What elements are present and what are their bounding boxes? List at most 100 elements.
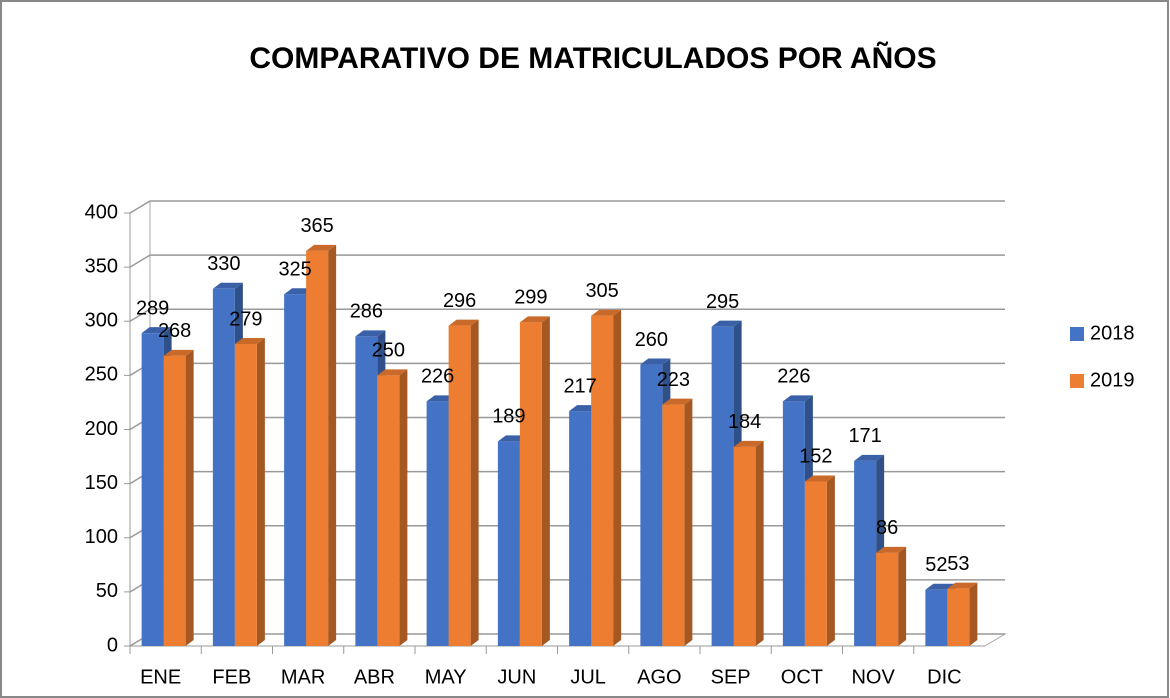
- data-label: 226: [421, 366, 454, 388]
- legend-swatch: [1070, 327, 1084, 341]
- grid-line: [129, 200, 1005, 214]
- bar-side: [541, 316, 550, 646]
- data-label: 226: [777, 366, 810, 388]
- grid-line: [129, 254, 1005, 268]
- bar-top: [141, 327, 172, 334]
- x-tick-label: JUL: [570, 666, 606, 688]
- y-tick-label: 150: [85, 472, 118, 494]
- data-label: 223: [657, 369, 690, 391]
- data-label: 286: [350, 301, 383, 323]
- bar-top: [234, 337, 265, 344]
- data-label: 152: [799, 446, 832, 468]
- y-tick-label: 250: [85, 364, 118, 386]
- bar: [733, 446, 756, 646]
- bar: [212, 288, 235, 646]
- bar: [448, 325, 471, 646]
- bar-side: [185, 349, 194, 646]
- bar-top: [711, 320, 742, 327]
- x-tick-label: NOV: [851, 666, 895, 688]
- bar-top: [854, 454, 885, 461]
- bar-top: [163, 349, 194, 356]
- bar-top: [377, 369, 408, 376]
- x-tick-label: ABR: [354, 666, 395, 688]
- x-tick-label: JUN: [497, 666, 536, 688]
- bar-top: [212, 282, 243, 289]
- data-label: 268: [158, 320, 191, 342]
- bar: [591, 315, 614, 646]
- legend-label: 2018: [1090, 322, 1135, 344]
- data-label: 365: [300, 215, 333, 237]
- data-label: 171: [848, 425, 881, 447]
- y-tick-label: 400: [85, 201, 118, 223]
- grid-line: [129, 308, 1005, 322]
- bar-side: [328, 244, 337, 646]
- bar: [234, 343, 257, 646]
- bar-top: [733, 440, 764, 447]
- bar-top: [925, 583, 956, 590]
- x-tick-label: AGO: [637, 666, 681, 688]
- bar: [377, 375, 400, 646]
- data-label: 250: [372, 340, 405, 362]
- data-label: 279: [229, 308, 262, 330]
- bar-top: [947, 582, 978, 589]
- bar: [569, 411, 592, 646]
- data-label: 296: [443, 290, 476, 312]
- y-tick-label: 50: [96, 580, 118, 602]
- x-tick-label: SEP: [711, 666, 751, 688]
- y-tick-label: 350: [85, 255, 118, 277]
- bar: [876, 552, 899, 646]
- bar: [925, 589, 948, 646]
- bar-side: [969, 582, 978, 646]
- bar-top: [591, 309, 622, 316]
- x-tick-label: MAY: [425, 666, 467, 688]
- data-label: 52: [925, 554, 947, 576]
- bar: [355, 336, 378, 646]
- bar: [662, 404, 685, 646]
- x-tick-label: DIC: [927, 666, 961, 688]
- data-label: 184: [728, 411, 761, 433]
- x-tick-label: MAR: [281, 666, 325, 688]
- bar-side: [613, 309, 622, 646]
- bar: [163, 355, 186, 646]
- bar-side: [399, 369, 408, 646]
- data-label: 86: [876, 517, 898, 539]
- bar-top: [448, 319, 479, 326]
- legend-swatch: [1070, 374, 1084, 388]
- bar-top: [782, 395, 813, 402]
- bar-top: [640, 358, 671, 365]
- data-label: 217: [563, 375, 596, 397]
- bar-top: [662, 398, 693, 405]
- bar: [782, 401, 805, 646]
- bar-top: [804, 475, 835, 482]
- bar-side: [826, 475, 835, 646]
- x-tick-label: ENE: [140, 666, 181, 688]
- bar: [854, 460, 877, 646]
- data-label: 289: [136, 297, 169, 319]
- bar: [497, 441, 520, 646]
- data-label: 295: [706, 291, 739, 313]
- x-tick-label: OCT: [781, 666, 823, 688]
- bar-side: [684, 398, 693, 646]
- bar: [141, 333, 164, 646]
- bar: [804, 481, 827, 646]
- data-label: 299: [514, 287, 547, 309]
- y-tick-label: 200: [85, 418, 118, 440]
- bar-top: [306, 244, 337, 251]
- data-label: 305: [585, 280, 618, 302]
- bar: [947, 588, 970, 646]
- data-label: 53: [947, 553, 969, 575]
- bar: [640, 364, 663, 646]
- chart-title: COMPARATIVO DE MATRICULADOS POR AÑOS: [249, 41, 936, 75]
- data-label: 260: [635, 329, 668, 351]
- bar: [284, 294, 307, 646]
- bar: [711, 326, 734, 646]
- x-tick-label: FEB: [212, 666, 251, 688]
- data-label: 325: [278, 258, 311, 280]
- legend-label: 2019: [1090, 369, 1135, 391]
- data-label: 330: [207, 253, 240, 275]
- bar-side: [470, 319, 479, 646]
- bar-side: [898, 546, 907, 646]
- y-tick-label: 300: [85, 310, 118, 332]
- bar: [306, 250, 329, 646]
